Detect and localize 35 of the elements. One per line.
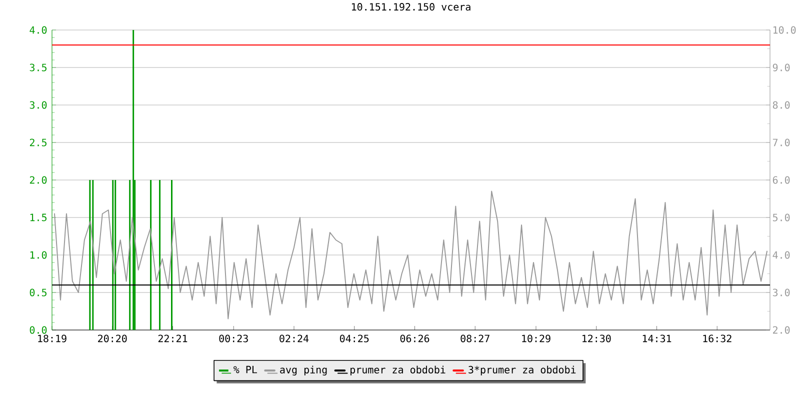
x-tick-label: 20:20 — [98, 334, 127, 342]
y2-tick-label: 8.0 — [772, 101, 790, 109]
y2-tick-label: 6.0 — [772, 176, 790, 184]
y2-tick-label: 5.0 — [772, 214, 790, 222]
x-tick-label: 12:30 — [582, 334, 611, 342]
y-tick-label: 2.0 — [30, 176, 47, 184]
x-tick-label: 02:24 — [280, 334, 309, 342]
legend-label: avg ping — [280, 366, 327, 376]
y-tick-label: 1.0 — [30, 251, 47, 259]
x-tick-label: 10:29 — [522, 334, 550, 342]
x-tick-label: 06:26 — [400, 334, 430, 342]
x-tick-label: 14:31 — [642, 334, 672, 342]
y-tick-label: 0.5 — [30, 288, 46, 296]
legend-label: % PL — [234, 366, 257, 374]
x-tick-label: 18:19 — [38, 334, 66, 342]
y-tick-label: 0.0 — [30, 326, 47, 334]
legend-label: prumer za obdobi — [350, 366, 446, 376]
legend-label: 3*prumer za obdobi — [468, 366, 576, 376]
y-tick-label: 3.0 — [30, 101, 47, 109]
y2-tick-label: 7.0 — [772, 138, 790, 146]
y-tick-label: 4.0 — [30, 26, 47, 34]
y2-tick-label: 4.0 — [772, 251, 790, 259]
x-tick-label: 00:23 — [219, 334, 248, 342]
chart-title: 10.151.192.150 vcera — [352, 3, 470, 11]
y2-tick-label: 10.0 — [773, 26, 796, 34]
y-tick-label: 3.5 — [30, 64, 46, 72]
y-tick-label: 1.5 — [30, 214, 46, 222]
y2-tick-label: 3.0 — [772, 288, 790, 296]
x-tick-label: 16:32 — [703, 334, 732, 342]
y-tick-label: 2.5 — [30, 138, 46, 146]
x-tick-label: 08:27 — [460, 334, 490, 342]
x-tick-label: 04:25 — [340, 334, 369, 342]
x-tick-label: 22:21 — [158, 334, 188, 342]
y2-tick-label: 2.0 — [773, 326, 790, 334]
y2-tick-label: 9.0 — [772, 64, 790, 72]
